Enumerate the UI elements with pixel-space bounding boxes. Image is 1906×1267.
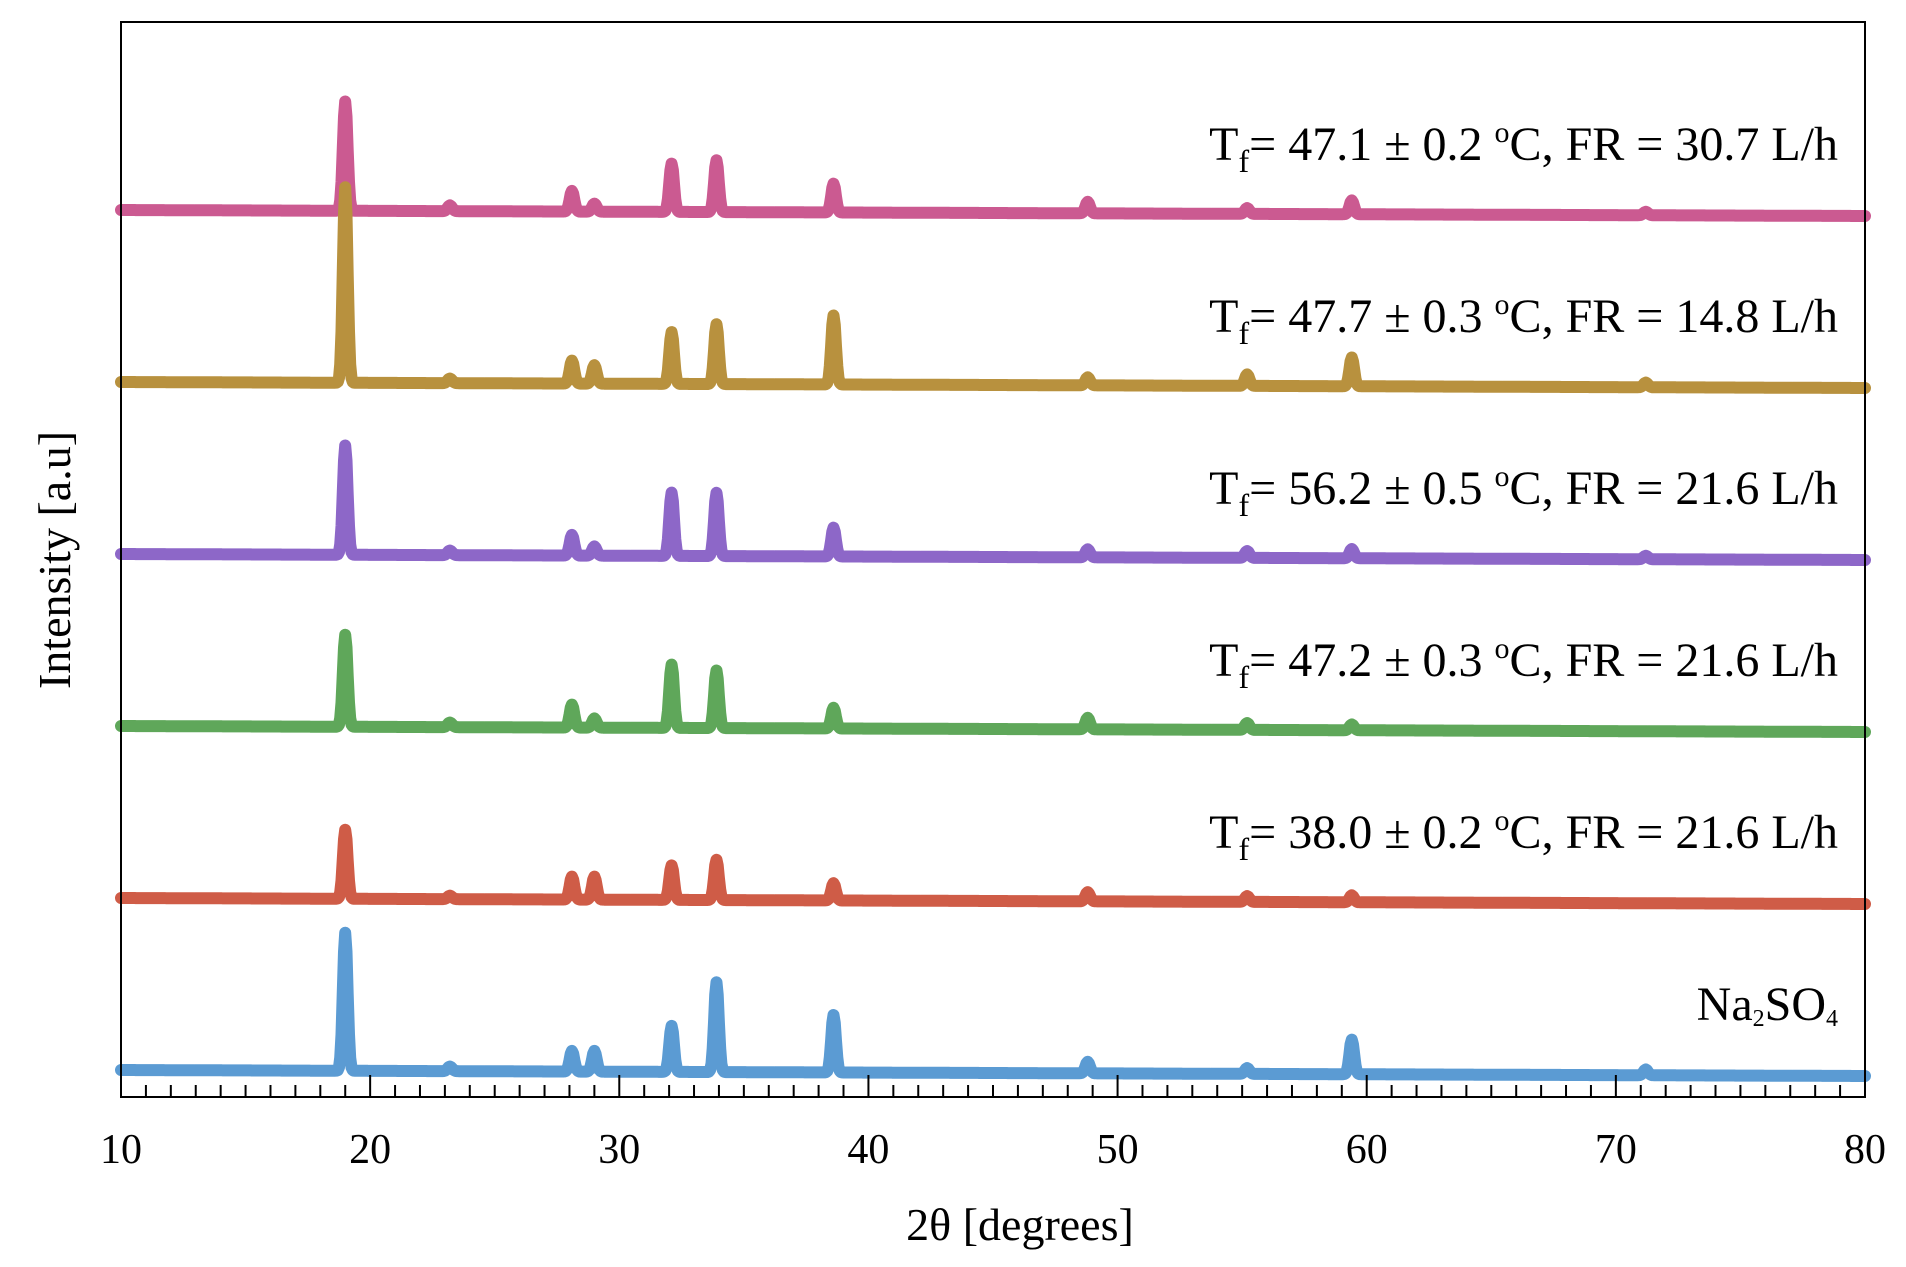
x-tick-label: 40	[847, 1127, 889, 1173]
x-tick-label: 70	[1595, 1127, 1637, 1173]
series-line-5	[115, 926, 1871, 1082]
series-line-4	[115, 823, 1871, 910]
x-tick-label: 50	[1097, 1127, 1139, 1173]
plot-frame	[120, 21, 1866, 1098]
series-label-0: Tf= 47.1 ± 0.2 oC, FR = 30.7 L/h	[1209, 116, 1838, 179]
series-line-1	[115, 181, 1871, 394]
series-traces	[115, 95, 1871, 1082]
x-tick-label: 10	[100, 1127, 142, 1173]
y-axis-label: Intensity [a.u]	[29, 431, 80, 689]
series-line-2	[115, 439, 1871, 566]
x-axis-label: 2θ [degrees]	[906, 1199, 1134, 1250]
x-tick-label: 20	[349, 1127, 391, 1173]
series-label-3: Tf= 47.2 ± 0.3 oC, FR = 21.6 L/h	[1209, 632, 1838, 695]
x-tick-label: 30	[598, 1127, 640, 1173]
series-label-1: Tf= 47.7 ± 0.3 oC, FR = 14.8 L/h	[1209, 288, 1838, 351]
x-axis-tick-labels: 10 20 30 40 50 60 70 80	[100, 1127, 1886, 1173]
series-label-2: Tf= 56.2 ± 0.5 oC, FR = 21.6 L/h	[1209, 460, 1838, 523]
series-label-5: Na2SO4	[1697, 978, 1838, 1032]
series-line-3	[115, 628, 1871, 738]
series-label-4: Tf= 38.0 ± 0.2 oC, FR = 21.6 L/h	[1209, 804, 1838, 867]
series-labels: Tf= 47.1 ± 0.2 oC, FR = 30.7 L/h Tf= 47.7…	[1209, 116, 1838, 1032]
series-line-0	[115, 95, 1871, 222]
x-tick-label: 80	[1844, 1127, 1886, 1173]
x-tick-label: 60	[1346, 1127, 1388, 1173]
